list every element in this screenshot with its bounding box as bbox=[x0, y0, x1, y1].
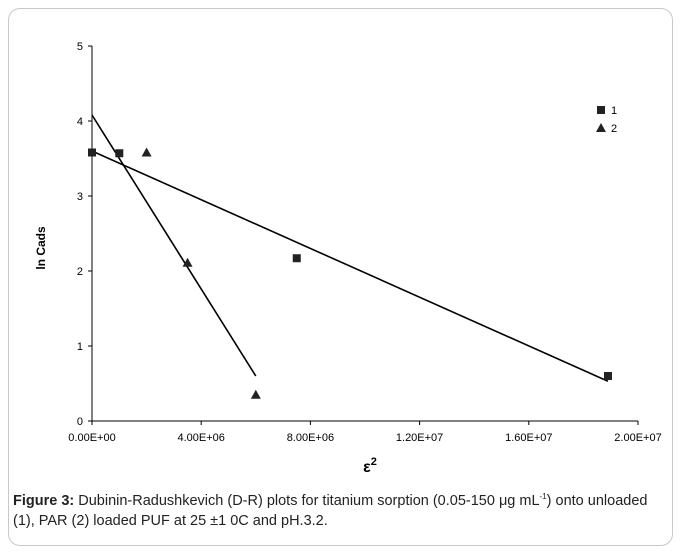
x-tick-label: 0.00E+00 bbox=[68, 432, 115, 444]
data-markers bbox=[88, 147, 612, 399]
trendline-series-2 bbox=[91, 114, 257, 377]
data-point-series-2 bbox=[250, 389, 261, 399]
x-axis-title-superscript: 2 bbox=[371, 456, 377, 468]
x-tick-label: 8.00E+06 bbox=[287, 432, 334, 444]
caption-superscript: -1 bbox=[539, 492, 547, 502]
legend-label-2: 2 bbox=[611, 123, 617, 135]
data-point-series-2 bbox=[141, 147, 152, 157]
trendline-series-1 bbox=[91, 150, 609, 382]
data-point-series-1 bbox=[292, 254, 301, 263]
axes bbox=[88, 45, 639, 425]
y-tick-label: 3 bbox=[77, 191, 83, 203]
legend-marker-2 bbox=[596, 123, 606, 132]
x-tick-label: 2.00E+07 bbox=[614, 432, 661, 444]
data-point-series-1 bbox=[88, 148, 96, 157]
y-tick-label: 2 bbox=[77, 266, 83, 278]
x-axis-title: ε2 bbox=[363, 456, 377, 476]
caption-label: Figure 3: bbox=[13, 493, 75, 509]
data-point-series-2 bbox=[182, 257, 193, 267]
x-tick-label: 4.00E+06 bbox=[177, 432, 224, 444]
figure-frame bbox=[8, 8, 673, 546]
x-tick-label: 1.60E+07 bbox=[505, 432, 552, 444]
legend-label-1: 1 bbox=[611, 105, 617, 117]
caption-text-1: Dubinin-Radushkevich (D-R) plots for tit… bbox=[74, 493, 540, 509]
data-point-series-1 bbox=[115, 149, 124, 158]
x-axis-title-base: ε bbox=[363, 459, 371, 476]
y-tick-label: 5 bbox=[77, 41, 83, 53]
data-point-series-1 bbox=[603, 372, 612, 380]
trendlines bbox=[91, 114, 609, 382]
legend-marker-1 bbox=[597, 106, 605, 114]
figure-caption: Figure 3: Dubinin-Radushkevich (D-R) plo… bbox=[13, 491, 668, 531]
y-axis-title: ln Cads bbox=[34, 226, 48, 270]
x-tick-label: 1.20E+07 bbox=[396, 432, 443, 444]
y-tick-label: 1 bbox=[77, 341, 83, 353]
caption-text-2: ) onto unloaded (1), PAR (2) loaded PUF … bbox=[13, 493, 648, 529]
y-tick-label: 0 bbox=[77, 416, 83, 428]
y-tick-label: 4 bbox=[77, 116, 83, 128]
legend: 12 bbox=[596, 105, 617, 135]
